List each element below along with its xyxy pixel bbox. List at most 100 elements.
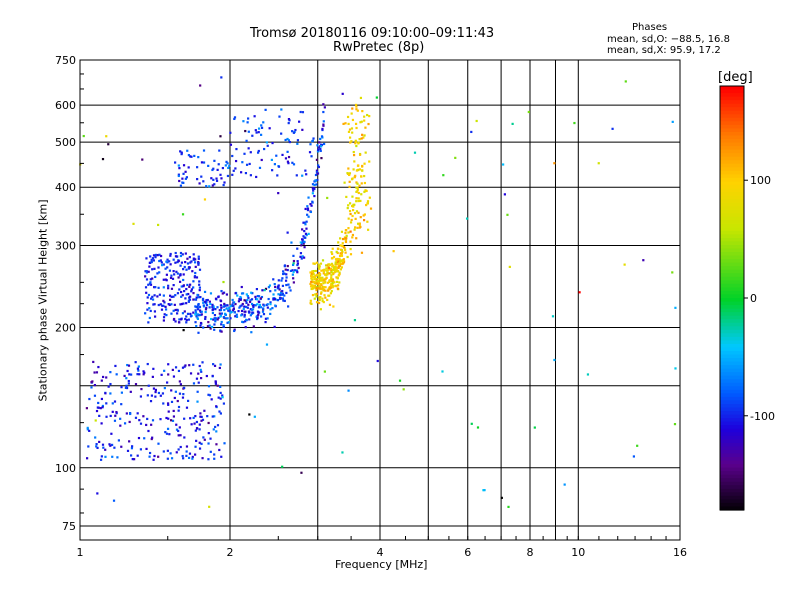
data-point <box>319 287 322 290</box>
data-point <box>175 270 178 273</box>
data-point <box>204 310 207 314</box>
data-point <box>260 315 263 318</box>
data-point <box>244 320 247 323</box>
data-point <box>212 167 215 170</box>
colorbar-band <box>720 245 744 250</box>
data-point <box>241 302 244 306</box>
data-point <box>320 135 324 138</box>
data-point <box>324 273 328 276</box>
data-point <box>198 286 202 289</box>
data-point <box>508 265 511 268</box>
data-point <box>326 269 329 272</box>
colorbar-band <box>720 315 744 320</box>
data-point <box>183 365 186 368</box>
data-point <box>302 221 305 224</box>
data-point <box>148 455 151 458</box>
colorbar-band <box>720 290 744 296</box>
colorbar-band <box>720 223 744 228</box>
data-point <box>269 308 272 311</box>
data-point <box>189 155 192 158</box>
data-point <box>171 368 174 372</box>
data-point <box>182 285 185 288</box>
data-point <box>315 282 318 285</box>
data-point <box>186 399 190 402</box>
data-point <box>165 260 168 263</box>
data-point <box>238 306 241 309</box>
data-point <box>311 200 314 203</box>
data-point <box>318 286 321 289</box>
data-point <box>125 386 129 390</box>
data-point <box>296 260 299 263</box>
data-point <box>85 407 88 410</box>
data-point <box>101 404 104 408</box>
data-point <box>245 305 248 309</box>
data-point <box>359 121 362 124</box>
data-point <box>219 363 222 366</box>
data-point <box>296 262 300 265</box>
data-point <box>348 185 351 188</box>
data-point <box>151 436 154 439</box>
data-point <box>153 286 156 289</box>
data-point <box>176 255 179 258</box>
data-point <box>181 312 185 315</box>
data-point <box>97 401 100 405</box>
data-point <box>220 320 223 324</box>
data-point <box>358 153 362 156</box>
data-point <box>229 305 232 308</box>
data-point <box>219 397 222 400</box>
data-point <box>353 212 357 215</box>
data-point <box>364 126 367 129</box>
data-point <box>311 183 315 186</box>
data-point <box>251 134 254 137</box>
data-point <box>312 284 315 288</box>
data-point <box>192 280 195 283</box>
data-point <box>310 280 313 283</box>
data-point <box>105 135 108 138</box>
data-point <box>249 299 252 302</box>
data-point <box>330 279 334 283</box>
colorbar-band <box>720 474 744 479</box>
colorbar-band <box>720 421 744 426</box>
data-point <box>159 259 162 262</box>
data-point <box>169 276 173 279</box>
data-point <box>303 229 306 233</box>
data-point <box>127 382 130 385</box>
data-point <box>352 168 355 171</box>
data-point <box>325 276 328 279</box>
data-point <box>312 137 315 140</box>
colorbar-band <box>720 216 744 221</box>
data-point <box>281 153 284 157</box>
data-point <box>354 103 358 107</box>
data-point <box>100 455 103 458</box>
data-point <box>299 110 302 114</box>
x-axis-ticks: 1 2 4 6 8 10 16 <box>77 536 687 559</box>
data-point <box>104 455 107 458</box>
y-axis-label: Stationary phase Virtual Height [km] <box>36 199 50 402</box>
colorbar-band <box>720 495 744 500</box>
data-point <box>197 331 200 334</box>
data-point <box>150 423 153 426</box>
data-point <box>312 262 315 265</box>
data-point <box>145 257 148 260</box>
data-point <box>240 309 244 313</box>
data-point <box>335 285 338 288</box>
data-point <box>196 427 199 430</box>
data-point <box>316 278 319 281</box>
data-point <box>151 277 154 280</box>
data-point <box>167 417 170 420</box>
data-point <box>129 454 133 457</box>
data-point <box>262 307 265 310</box>
data-point <box>506 213 509 216</box>
data-point <box>146 417 149 421</box>
data-point <box>367 122 370 126</box>
data-point <box>375 96 378 99</box>
data-point <box>264 317 268 320</box>
data-point <box>183 265 186 269</box>
data-point <box>314 179 317 182</box>
data-point <box>218 448 221 452</box>
data-point <box>153 303 156 306</box>
data-point <box>321 299 324 303</box>
data-point <box>173 273 176 276</box>
data-point <box>176 272 179 275</box>
data-point <box>285 291 288 295</box>
